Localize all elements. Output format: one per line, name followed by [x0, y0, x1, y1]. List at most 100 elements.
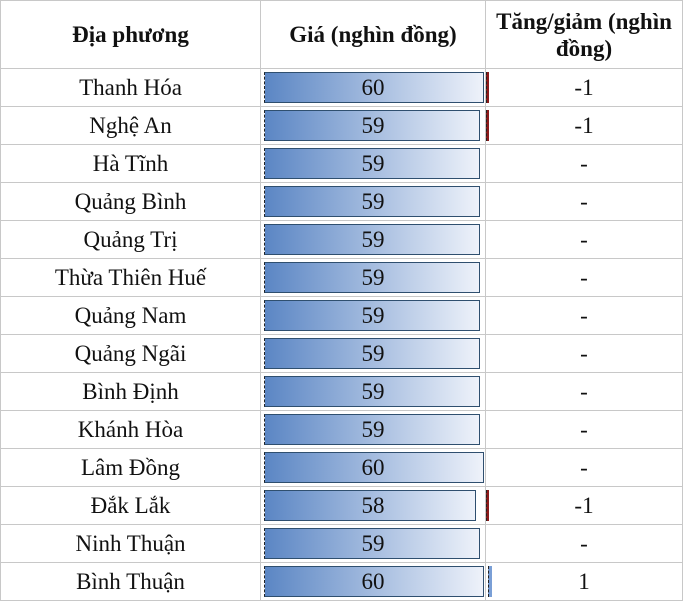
price-cell: 60: [260, 448, 486, 487]
change-value: -: [580, 264, 588, 290]
change-value: -1: [574, 74, 594, 100]
price-cell: 59: [260, 334, 486, 373]
price-data-bar: [264, 186, 480, 217]
province-cell: Hà Tĩnh: [0, 144, 261, 183]
price-data-bar: [264, 72, 484, 103]
change-cell: -: [485, 372, 683, 411]
price-cell: 60: [260, 68, 486, 107]
price-value: 59: [361, 378, 385, 404]
province-cell: Nghệ An: [0, 106, 261, 145]
price-cell: 59: [260, 106, 486, 145]
table-row: Nghệ An 59 -1: [0, 106, 683, 145]
change-value: -: [580, 302, 588, 328]
change-value: -: [580, 378, 588, 404]
table-row: Thanh Hóa 60 -1: [0, 68, 683, 107]
price-cell: 59: [260, 372, 486, 411]
province-cell: Bình Định: [0, 372, 261, 411]
province-cell: Thừa Thiên Huế: [0, 258, 261, 297]
change-cell: -: [485, 296, 683, 335]
change-value: 1: [578, 568, 590, 594]
price-cell: 59: [260, 182, 486, 221]
province-cell: Thanh Hóa: [0, 68, 261, 107]
price-value: 59: [361, 226, 385, 252]
header-price: Giá (nghìn đồng): [260, 0, 486, 69]
table-row: Thừa Thiên Huế 59 -: [0, 258, 683, 297]
change-value: -1: [574, 112, 594, 138]
price-data-bar: [264, 148, 480, 179]
price-cell: 59: [260, 258, 486, 297]
province-cell: Quảng Ngãi: [0, 334, 261, 373]
change-value: -: [580, 530, 588, 556]
change-value: -: [580, 150, 588, 176]
change-cell: -1: [485, 68, 683, 107]
table-row: Hà Tĩnh 59 -: [0, 144, 683, 183]
change-value: -: [580, 340, 588, 366]
change-cell: -: [485, 220, 683, 259]
price-value: 59: [361, 188, 385, 214]
price-data-bar: [264, 414, 480, 445]
price-cell: 59: [260, 410, 486, 449]
price-value: 59: [361, 150, 385, 176]
province-cell: Lâm Đồng: [0, 448, 261, 487]
change-cell: -: [485, 524, 683, 563]
change-cell: -1: [485, 106, 683, 145]
price-value: 59: [361, 264, 385, 290]
change-cell: -: [485, 182, 683, 221]
price-value: 59: [361, 530, 385, 556]
province-cell: Quảng Bình: [0, 182, 261, 221]
change-cell: -: [485, 410, 683, 449]
price-value: 59: [361, 340, 385, 366]
table-row: Lâm Đồng 60 -: [0, 448, 683, 487]
header-change: Tăng/giảm (nghìn đồng): [485, 0, 683, 69]
negative-change-bar: [486, 72, 489, 103]
table-row: Quảng Bình 59 -: [0, 182, 683, 221]
price-cell: 59: [260, 220, 486, 259]
change-cell: -: [485, 144, 683, 183]
province-cell: Bình Thuận: [0, 562, 261, 601]
change-value: -: [580, 188, 588, 214]
table-row: Quảng Nam 59 -: [0, 296, 683, 335]
price-value: 59: [361, 416, 385, 442]
change-cell: -: [485, 448, 683, 487]
price-data-bar: [264, 528, 480, 559]
price-value: 60: [361, 454, 385, 480]
negative-change-bar: [486, 110, 489, 141]
province-cell: Quảng Nam: [0, 296, 261, 335]
table-row: Quảng Trị 59 -: [0, 220, 683, 259]
price-data-bar: [264, 110, 480, 141]
province-cell: Ninh Thuận: [0, 524, 261, 563]
negative-change-bar: [486, 490, 489, 521]
price-data-bar: [264, 452, 484, 483]
price-cell: 59: [260, 144, 486, 183]
header-province: Địa phương: [0, 0, 261, 69]
change-cell: -: [485, 258, 683, 297]
price-data-bar: [264, 566, 484, 597]
price-value: 59: [361, 112, 385, 138]
table-row: Khánh Hòa 59 -: [0, 410, 683, 449]
change-cell: -: [485, 334, 683, 373]
province-cell: Đắk Lắk: [0, 486, 261, 525]
change-value: -: [580, 416, 588, 442]
price-cell: 60: [260, 562, 486, 601]
price-data-bar: [264, 262, 480, 293]
change-value: -1: [574, 492, 594, 518]
price-cell: 58: [260, 486, 486, 525]
table-row: Quảng Ngãi 59 -: [0, 334, 683, 373]
table-row: Ninh Thuận 59 -: [0, 524, 683, 563]
price-data-bar: [264, 490, 476, 521]
price-data-bar: [264, 338, 480, 369]
price-value: 60: [361, 568, 385, 594]
price-data-bar: [264, 300, 480, 331]
price-value: 60: [361, 74, 385, 100]
province-cell: Khánh Hòa: [0, 410, 261, 449]
price-value: 58: [361, 492, 385, 518]
change-value: -: [580, 454, 588, 480]
price-value: 59: [361, 302, 385, 328]
price-data-bar: [264, 224, 480, 255]
positive-change-bar: [488, 566, 492, 597]
change-value: -: [580, 226, 588, 252]
price-cell: 59: [260, 524, 486, 563]
price-data-bar: [264, 376, 480, 407]
change-cell: -1: [485, 486, 683, 525]
price-cell: 59: [260, 296, 486, 335]
